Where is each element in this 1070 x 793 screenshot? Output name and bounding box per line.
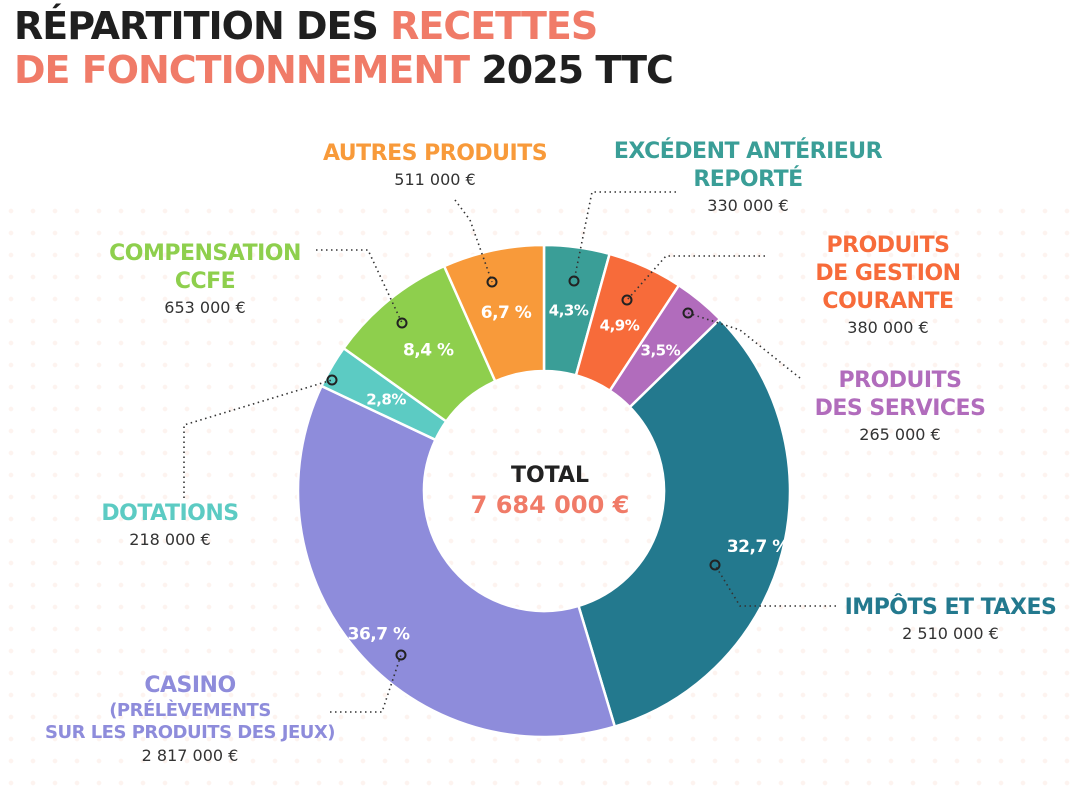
title-part-accent: RECETTES — [390, 4, 598, 48]
pct-label-gestion: 4,9% — [600, 316, 640, 334]
label-autres-name: AUTRES PRODUITS — [322, 141, 548, 166]
label-autres: AUTRES PRODUITS 511 000 € — [300, 140, 570, 192]
label-impots: IMPÔTS ET TAXES 2 510 000 € — [838, 594, 1063, 646]
donut-slice-casino — [296, 384, 617, 739]
leader-line-impots — [714, 564, 836, 607]
pct-label-services: 3,5% — [641, 342, 681, 360]
leader-dot-gestion — [621, 294, 633, 306]
label-ccfe-value: 653 000 € — [164, 298, 246, 317]
label-casino-line2: (PRÉLÈVEMENTS — [109, 700, 271, 721]
label-casino: CASINO (PRÉLÈVEMENTS SUR LES PRODUITS DE… — [20, 672, 360, 768]
label-services-name: PRODUITS DES SERVICES — [790, 367, 1010, 423]
label-ccfe-line1: COMPENSATION — [109, 241, 301, 266]
leader-dot-services — [682, 307, 694, 319]
label-excedent: EXCÉDENT ANTÉRIEUR REPORTÉ 330 000 € — [598, 138, 898, 218]
label-ccfe-name: COMPENSATION CCFE — [80, 240, 330, 296]
leader-dot-casino — [395, 649, 407, 661]
label-gestion-line3: COURANTE — [822, 289, 954, 314]
leader-line-ccfe — [316, 249, 403, 324]
page-title: RÉPARTITION DES RECETTES DE FONCTIONNEME… — [14, 4, 674, 92]
donut-slice-autres — [442, 243, 546, 383]
label-services: PRODUITS DES SERVICES 265 000 € — [790, 367, 1010, 447]
label-autres-value: 511 000 € — [394, 170, 476, 189]
pct-label-casino: 36,7 % — [348, 624, 410, 644]
label-excedent-line1: EXCÉDENT ANTÉRIEUR — [613, 139, 883, 164]
title-line-2: DE FONCTIONNEMENT 2025 TTC — [14, 48, 674, 92]
leader-dot-dotations — [326, 374, 338, 386]
leader-line-autres — [454, 199, 493, 283]
label-casino-line1: CASINO — [144, 673, 236, 698]
label-gestion: PRODUITS DE GESTION COURANTE 380 000 € — [768, 232, 1008, 340]
title-part-dark: RÉPARTITION DES — [14, 4, 391, 48]
leader-dot-ccfe — [396, 317, 408, 329]
label-gestion-value: 380 000 € — [847, 318, 929, 337]
label-ccfe-line2: CCFE — [174, 269, 236, 294]
leader-dot-excedent — [568, 275, 580, 287]
label-casino-value: 2 817 000 € — [141, 746, 239, 765]
pct-label-dotations: 2,8% — [366, 391, 406, 409]
pct-label-ccfe: 8,4 % — [403, 340, 454, 360]
label-excedent-name: EXCÉDENT ANTÉRIEUR REPORTÉ — [598, 138, 898, 194]
label-casino-name: CASINO (PRÉLÈVEMENTS SUR LES PRODUITS DE… — [20, 672, 360, 744]
leader-line-dotations — [183, 379, 333, 498]
label-impots-name: IMPÔTS ET TAXES — [844, 595, 1057, 620]
label-excedent-value: 330 000 € — [707, 196, 789, 215]
label-services-line1: PRODUITS — [838, 368, 962, 393]
title-part-accent-2: DE FONCTIONNEMENT — [14, 48, 470, 92]
leader-line-services — [687, 312, 801, 379]
title-line-1: RÉPARTITION DES RECETTES — [14, 4, 673, 48]
chart-total: TOTAL 7 684 000 € — [445, 462, 655, 520]
pct-label-impots: 32,7 % — [727, 537, 789, 557]
label-dotations: DOTATIONS 218 000 € — [80, 500, 260, 552]
donut-slice-impots — [576, 317, 792, 729]
total-label: TOTAL — [510, 463, 590, 488]
pct-label-excedent: 4,3% — [549, 302, 589, 320]
leader-dot-autres — [486, 276, 498, 288]
label-dotations-value: 218 000 € — [129, 530, 211, 549]
leader-dot-impots — [709, 559, 721, 571]
label-impots-value: 2 510 000 € — [902, 624, 999, 643]
label-casino-line3: SUR LES PRODUITS DES JEUX) — [44, 722, 336, 743]
label-ccfe: COMPENSATION CCFE 653 000 € — [80, 240, 330, 320]
label-gestion-line2: DE GESTION — [815, 261, 961, 286]
label-services-value: 265 000 € — [859, 425, 941, 444]
pct-label-autres: 6,7 % — [481, 303, 532, 323]
label-gestion-line1: PRODUITS — [826, 233, 950, 258]
label-services-line2: DES SERVICES — [814, 396, 986, 421]
label-excedent-line2: REPORTÉ — [693, 167, 803, 192]
label-dotations-name: DOTATIONS — [101, 501, 239, 526]
title-part-dark-2: 2025 TTC — [469, 48, 674, 92]
label-gestion-name: PRODUITS DE GESTION COURANTE — [768, 232, 1008, 316]
total-value: 7 684 000 € — [470, 491, 630, 519]
